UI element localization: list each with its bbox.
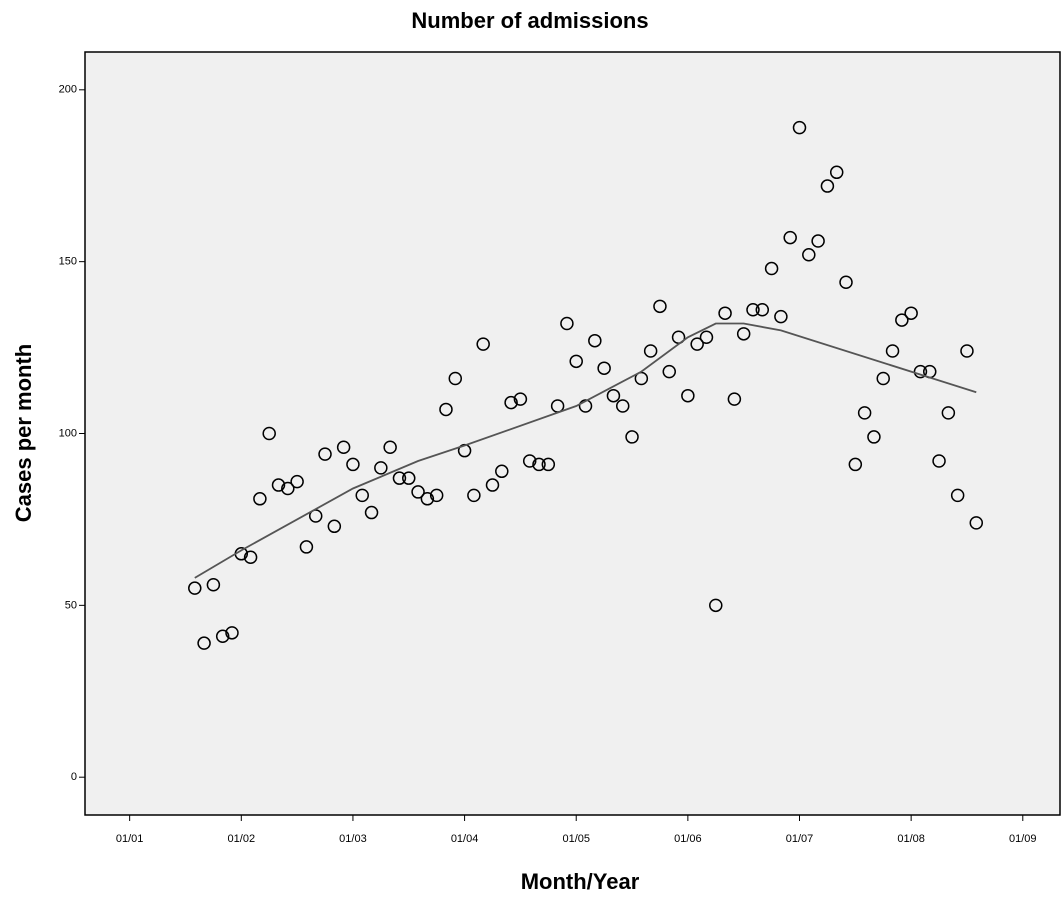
data-point [420,492,435,506]
y-tick-label: 0 [71,771,77,783]
data-point [895,313,909,327]
chart-title: Number of admissions [411,8,648,33]
data-point [346,457,360,472]
data-point [960,344,974,358]
data-point [839,275,853,290]
y-tick-label: 100 [59,427,77,439]
data-point [811,234,825,248]
data-point [690,337,704,351]
data-point [867,430,881,444]
data-point [467,488,481,503]
data-point [188,581,202,595]
x-tick-label: 01/01 [116,833,144,845]
y-axis-title: Cases per month [11,344,36,523]
data-point [941,406,956,420]
data-point [448,371,463,386]
data-point [439,402,453,417]
data-point [932,454,946,468]
data-point [253,492,267,506]
data-point [383,440,397,454]
data-point [736,327,751,341]
data-point [402,471,416,485]
data-point [802,248,816,262]
data-point [513,392,528,406]
data-point [783,230,797,245]
x-tick-label: 01/05 [562,833,590,845]
data-point [848,457,863,472]
data-point [913,364,928,379]
data-point [857,406,872,420]
data-point [318,447,332,461]
data-point [355,488,369,503]
data-point [615,399,630,413]
data-point [225,626,239,640]
data-point [820,179,835,193]
data-point [485,478,500,492]
data-point [746,303,760,317]
data-point [336,440,351,454]
data-point [588,333,602,348]
data-point [755,303,770,317]
data-point [206,577,221,592]
data-point [271,478,286,492]
x-tick-label: 01/06 [674,833,702,845]
data-point [904,306,918,320]
fit-line [194,322,977,579]
data-point [392,471,407,485]
data-point [950,488,965,503]
x-tick-label: 01/03 [339,833,367,845]
data-point [476,337,490,351]
data-point [281,481,295,496]
data-point [643,344,658,358]
data-point [662,364,677,379]
data-point [290,474,304,489]
x-tick-label: 01/04 [451,833,479,845]
data-point [718,306,732,320]
data-point [829,165,844,180]
data-point [541,457,556,472]
data-point [243,550,258,564]
plot-area [84,51,1061,816]
data-point [569,354,583,369]
data-point [262,426,276,441]
x-tick-label: 01/02 [228,833,256,845]
data-point [374,461,388,475]
data-point [764,261,779,276]
data-point [969,516,984,530]
data-point [885,344,900,358]
data-point [299,540,314,554]
data-point [215,629,230,644]
data-point [774,309,788,324]
x-tick-label: 01/08 [897,833,925,845]
data-point [699,330,714,345]
y-tick-label: 200 [59,84,77,96]
y-tick-label: 50 [65,599,77,611]
data-point [504,395,518,410]
data-point [606,388,621,403]
data-point [495,464,509,479]
x-tick-label: 01/09 [1009,833,1037,845]
data-point [792,120,807,135]
data-point [522,454,537,468]
data-point [411,485,425,499]
data-point [197,636,211,650]
data-point [681,388,695,403]
data-point [532,457,546,472]
data-point [625,430,639,444]
x-tick-label: 01/07 [786,833,814,845]
data-point [876,371,890,386]
data-point [653,299,667,314]
data-point [327,519,342,534]
x-axis-title: Month/Year [521,869,640,894]
data-point [560,316,574,331]
data-point [364,505,379,520]
y-tick-label: 150 [59,256,77,268]
data-point [578,399,593,413]
data-point [709,598,723,613]
data-point [597,361,611,375]
data-point [727,392,742,406]
data-point [429,488,444,503]
